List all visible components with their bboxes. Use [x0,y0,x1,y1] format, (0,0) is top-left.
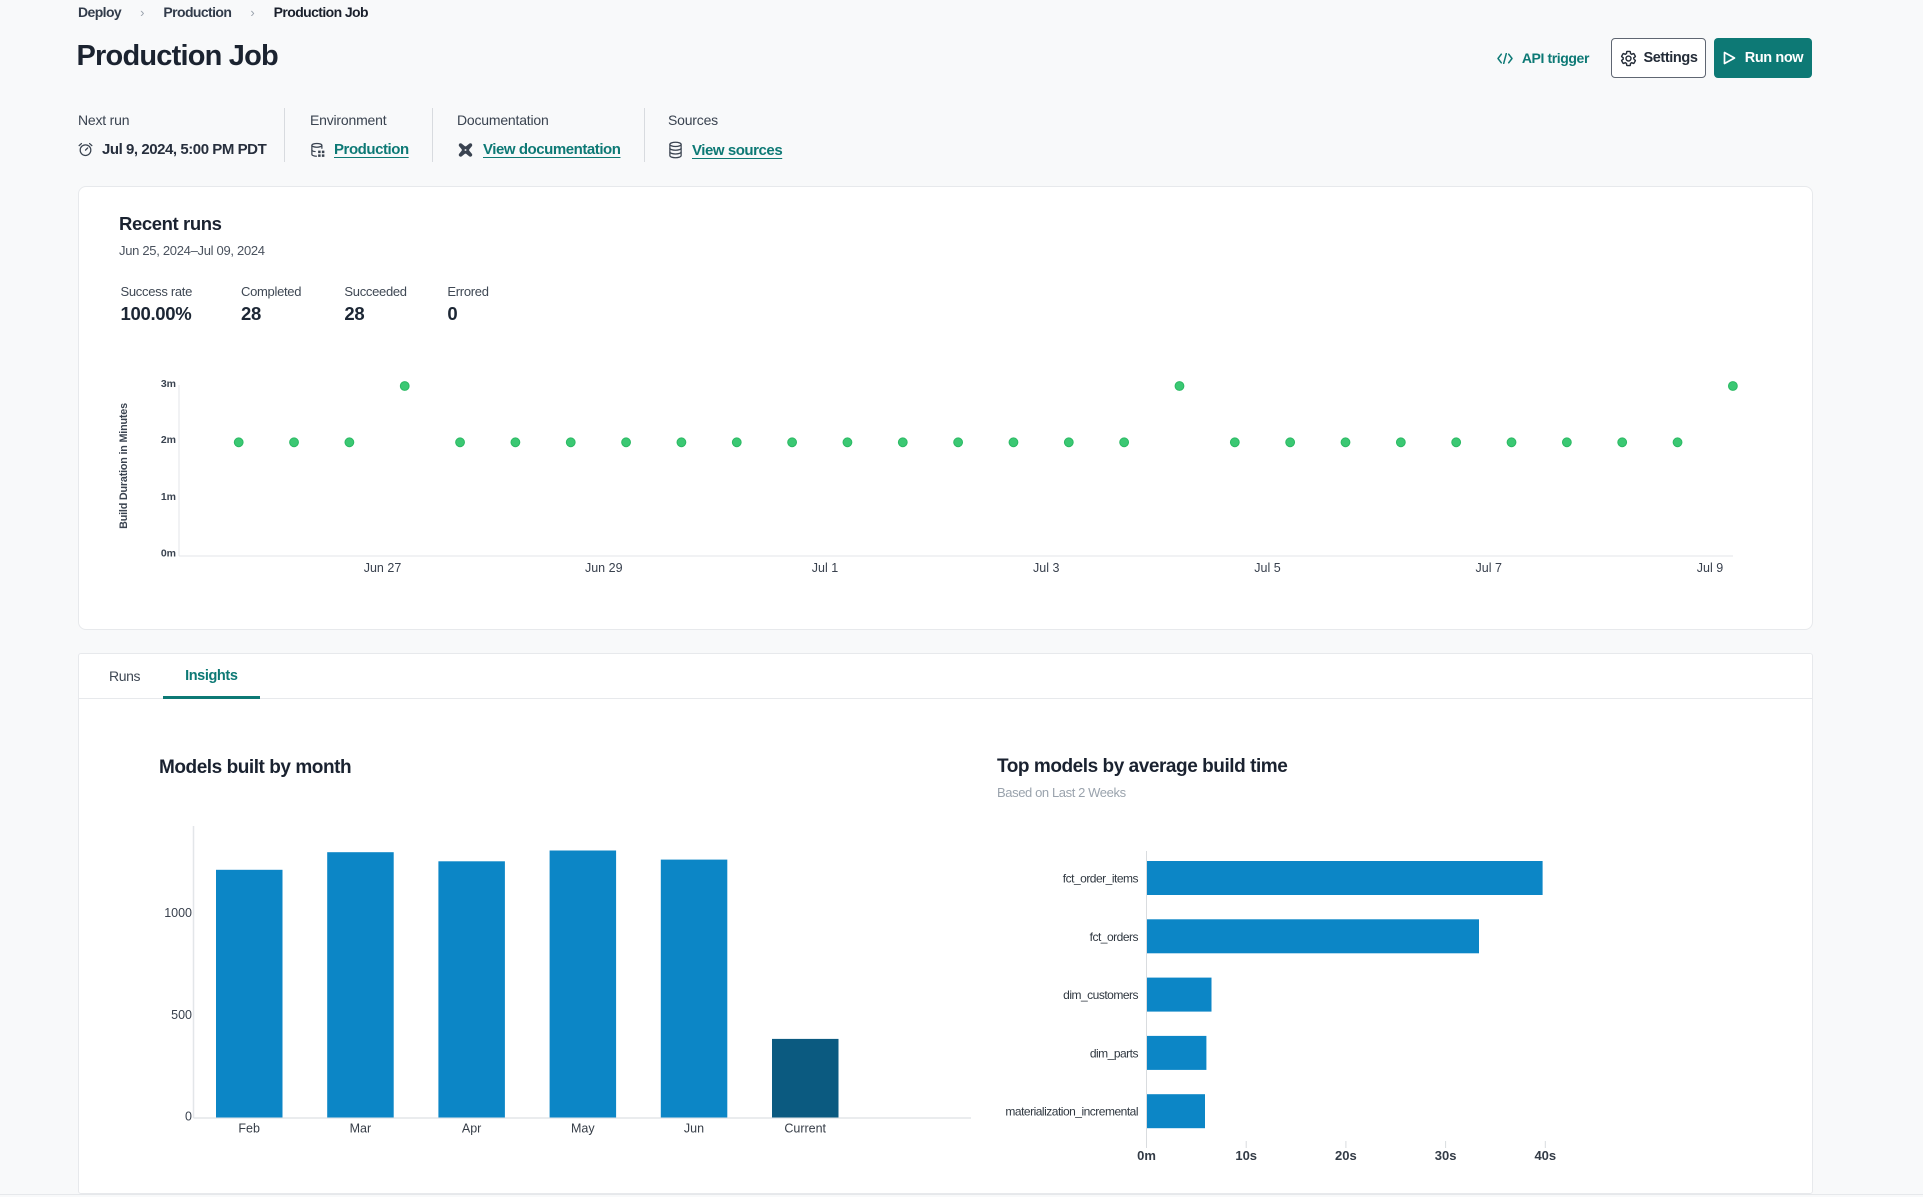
svg-text:Jun: Jun [684,1122,704,1136]
svg-text:Jun 29: Jun 29 [585,561,623,575]
svg-text:Jul 7: Jul 7 [1476,561,1502,575]
svg-text:30s: 30s [1435,1148,1457,1163]
svg-text:Jul 1: Jul 1 [812,561,838,575]
svg-text:1m: 1m [161,491,176,503]
svg-text:2m: 2m [161,434,176,446]
svg-text:May: May [571,1122,595,1136]
svg-text:Current: Current [784,1122,826,1136]
svg-text:Jun 27: Jun 27 [364,561,402,575]
svg-text:Feb: Feb [238,1122,260,1136]
svg-text:3m: 3m [161,378,176,390]
svg-text:500: 500 [171,1008,192,1022]
svg-text:0m: 0m [1137,1148,1156,1163]
svg-text:Jul 5: Jul 5 [1254,561,1280,575]
svg-text:10s: 10s [1235,1148,1257,1163]
svg-text:dim_parts: dim_parts [1090,1046,1139,1060]
svg-text:40s: 40s [1534,1148,1556,1163]
svg-text:dim_customers: dim_customers [1063,988,1138,1002]
svg-text:1000: 1000 [164,906,192,920]
svg-text:0m: 0m [161,548,176,560]
svg-text:fct_orders: fct_orders [1090,930,1139,944]
svg-text:Apr: Apr [462,1122,481,1136]
svg-text:Jul 3: Jul 3 [1033,561,1059,575]
svg-text:materialization_incremental: materialization_incremental [1005,1105,1138,1119]
svg-text:0: 0 [185,1110,192,1124]
svg-text:Jul 9: Jul 9 [1697,561,1723,575]
svg-text:Mar: Mar [350,1122,372,1136]
svg-text:fct_order_items: fct_order_items [1063,872,1139,886]
svg-text:Build Duration in Minutes: Build Duration in Minutes [118,403,130,529]
svg-text:20s: 20s [1335,1148,1357,1163]
